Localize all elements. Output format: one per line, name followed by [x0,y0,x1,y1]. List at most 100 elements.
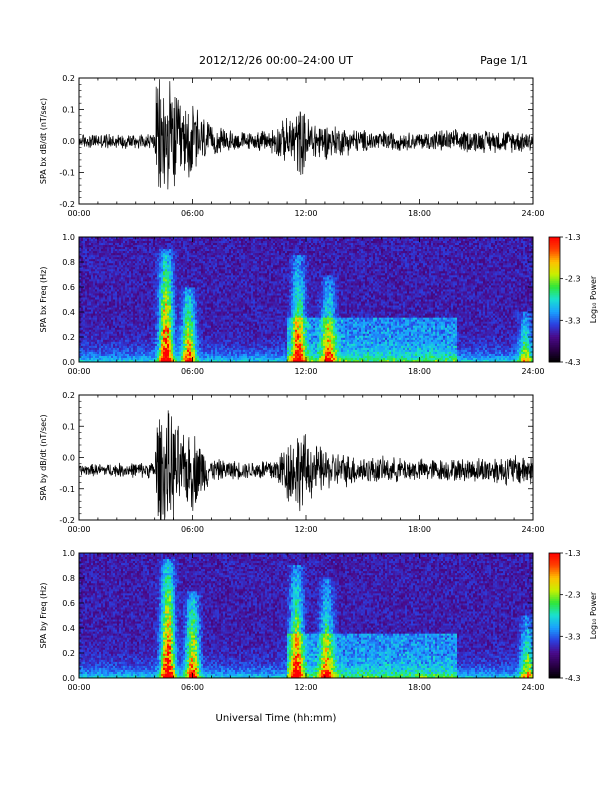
spectrogram-cell [83,325,86,329]
spectrogram-cell [123,307,126,310]
spectrogram-cell [149,285,152,288]
spectrogram-cell [137,287,140,290]
spectrogram-cell [97,341,100,345]
spectrogram-cell [133,283,136,286]
spectrogram-cell [191,265,194,268]
spectrogram-cell [203,327,206,331]
spectrogram-cell [147,295,150,298]
spectrogram-cell [179,287,182,290]
spectrogram-cell [195,247,198,250]
spectrogram-cell [93,317,96,320]
spectrogram-cell [187,351,190,355]
spectrogram-cell [203,295,206,298]
spectrogram-cell [145,271,148,274]
spectrogram-cell [89,243,92,246]
spectrogram-cell [79,281,82,284]
spectrogram-cell [207,273,210,276]
spectrogram-cell [105,307,108,310]
spectrogram-cell [167,345,170,349]
spectrogram-cell [181,269,184,272]
spectrogram-cell [149,243,152,246]
spectrogram-cell [195,337,198,341]
spectrogram-cell [87,265,90,268]
spectrogram-cell [139,243,142,246]
spectrogram-cell [121,243,124,246]
spectrogram-cell [163,335,166,339]
spectrogram-cell [101,269,104,272]
spectrogram-cell [215,249,218,252]
spectrogram-cell [193,349,196,353]
spectrogram-cell [113,359,116,363]
spectrogram-cell [233,341,236,345]
spectrogram-cell [115,299,118,302]
spectrogram-cell [95,353,98,357]
spectrogram-cell [229,297,232,300]
spectrogram-cell [145,259,148,262]
spectrogram-cell [141,357,144,361]
spectrogram-cell [141,303,144,306]
spectrogram-cell [213,267,216,270]
spectrogram-cell [119,355,122,359]
spectrogram-cell [93,305,96,308]
spectrogram-cell [141,297,144,300]
spectrogram-cell [181,271,184,274]
spectrogram-cell [133,321,136,324]
spectrogram-cell [193,285,196,288]
spectrogram-cell [89,265,92,268]
spectrogram-cell [183,263,186,266]
spectrogram-cell [215,247,218,250]
spectrogram-cell [99,349,102,353]
spectrogram-cell [143,305,146,308]
spectrogram-cell [115,251,118,254]
spectrogram-cell [139,295,142,298]
spectrogram-cell [209,315,212,318]
spectrogram-cell [155,299,158,302]
spectrogram-cell [139,297,142,300]
spectrogram-cell [159,271,162,274]
spectrogram-cell [185,357,188,361]
spectrogram-cell [183,307,186,310]
spectrogram-cell [159,327,162,331]
spectrogram-cell [219,257,222,260]
spectrogram-cell [141,325,144,329]
spectrogram-cell [165,261,168,264]
spectrogram-cell [233,243,236,246]
spectrogram-cell [207,353,210,357]
spectrogram-cell [117,337,120,341]
spectrogram-cell [193,297,196,300]
spectrogram-cell [187,355,190,359]
spectrogram-cell [95,243,98,246]
spectrogram-cell [175,239,178,242]
spectrogram-cell [119,237,122,240]
spectrogram-cell [181,283,184,286]
spectrogram-cell [123,349,126,353]
spectrogram-cell [193,255,196,258]
spectrogram-cell [127,273,130,276]
spectrogram-cell [199,317,202,320]
spectrogram-cell [125,289,128,292]
spectrogram-cell [125,319,128,322]
spectrogram-cell [83,345,86,349]
spectrogram-cell [91,347,94,351]
spectrogram-cell [105,303,108,306]
spectrogram-cell [179,275,182,278]
spectrogram-cell [211,285,214,288]
spectrogram-cell [135,283,138,286]
spectrogram-cell [153,359,156,363]
spectrogram-cell [119,315,122,318]
spectrogram-cell [235,277,238,280]
spectrogram-cell [199,251,202,254]
spectrogram-cell [91,293,94,296]
spectrogram-cell [101,249,104,252]
spectrogram-cell [99,355,102,359]
spectrogram-cell [149,321,152,324]
spectrogram-cell [149,319,152,322]
spectrogram-cell [119,287,122,290]
spectrogram-cell [233,301,236,304]
spectrogram-cell [145,301,148,304]
spectrogram-cell [173,329,176,333]
spectrogram-cell [167,307,170,310]
spectrogram-cell [107,283,110,286]
spectrogram-cell [185,281,188,284]
spectrogram-cell [235,317,238,320]
